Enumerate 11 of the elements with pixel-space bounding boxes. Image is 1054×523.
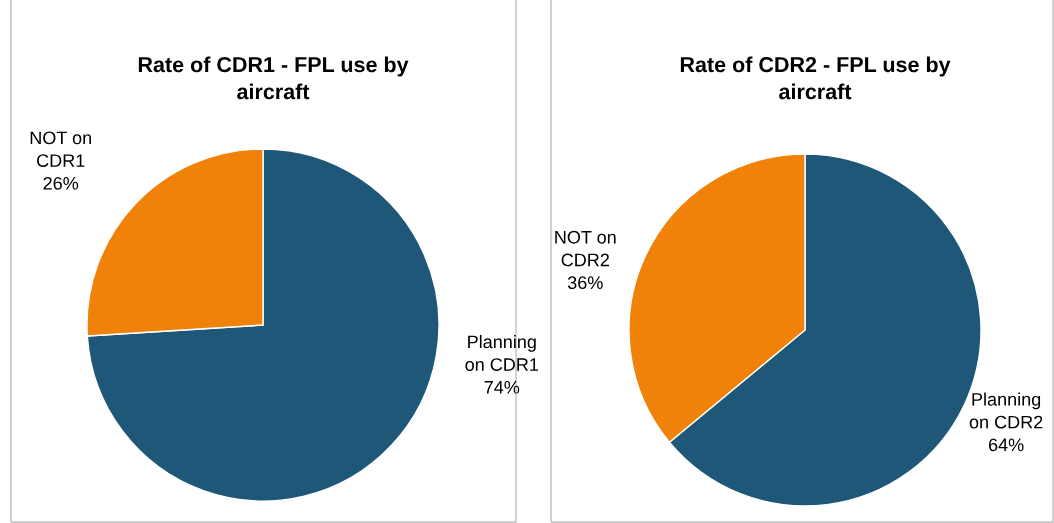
data-label: 36% [567, 276, 603, 290]
slice-label: NOT on CDR2 [555, 230, 616, 267]
chart-title: Rate of CDR1 - FPL use by aircraft [138, 56, 409, 100]
chart-title: Rate of CDR2 - FPL use by aircraft [680, 56, 951, 100]
slice-label: Planning on CDR2 [969, 392, 1043, 429]
slice-label: NOT on CDR1 [30, 131, 91, 167]
data-label: 26% [43, 176, 79, 190]
pie-slice [86, 148, 440, 502]
data-label: 64% [988, 438, 1024, 452]
data-label: 74% [484, 380, 520, 394]
slice-label: Planning on CDR1 [465, 334, 539, 371]
